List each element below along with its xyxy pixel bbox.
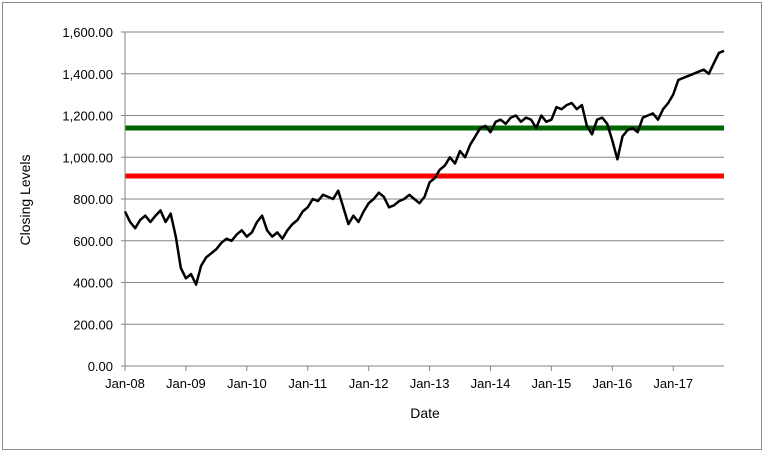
x-tick-label: Jan-15 [532,376,572,391]
x-tick-label: Jan-17 [653,376,693,391]
y-tick-label: 800.00 [73,192,113,207]
y-tick-label: 1,600.00 [62,25,113,40]
reference-lines [125,125,724,179]
series-group [123,49,725,286]
axes [121,31,724,371]
y-tick-label: 600.00 [73,234,113,249]
gridlines [125,31,724,325]
y-tick-label: 1,000.00 [62,150,113,165]
closing-levels-line [123,49,725,286]
x-tick-label: Jan-16 [592,376,632,391]
x-tick-label: Jan-10 [227,376,267,391]
x-tick-label: Jan-14 [471,376,511,391]
y-tick-label: 1,400.00 [62,67,113,82]
tick-labels: 0.00 200.00 400.00 600.00 800.00 1,000.00 1,20… [62,25,693,391]
x-axis-title: Date [410,405,440,421]
x-tick-label: Jan-11 [288,376,327,391]
x-tick-label: Jan-12 [349,376,389,391]
x-tick-label: Jan-08 [105,376,145,391]
y-tick-label: 0.00 [88,359,113,374]
x-tick-label: Jan-09 [166,376,206,391]
chart-frame [2,2,762,450]
y-tick-label: 1,200.00 [62,109,113,124]
y-tick-label: 400.00 [73,276,113,291]
y-axis-title: Closing Levels [17,154,33,245]
x-tick-label: Jan-13 [410,376,450,391]
y-tick-label: 200.00 [73,317,113,332]
